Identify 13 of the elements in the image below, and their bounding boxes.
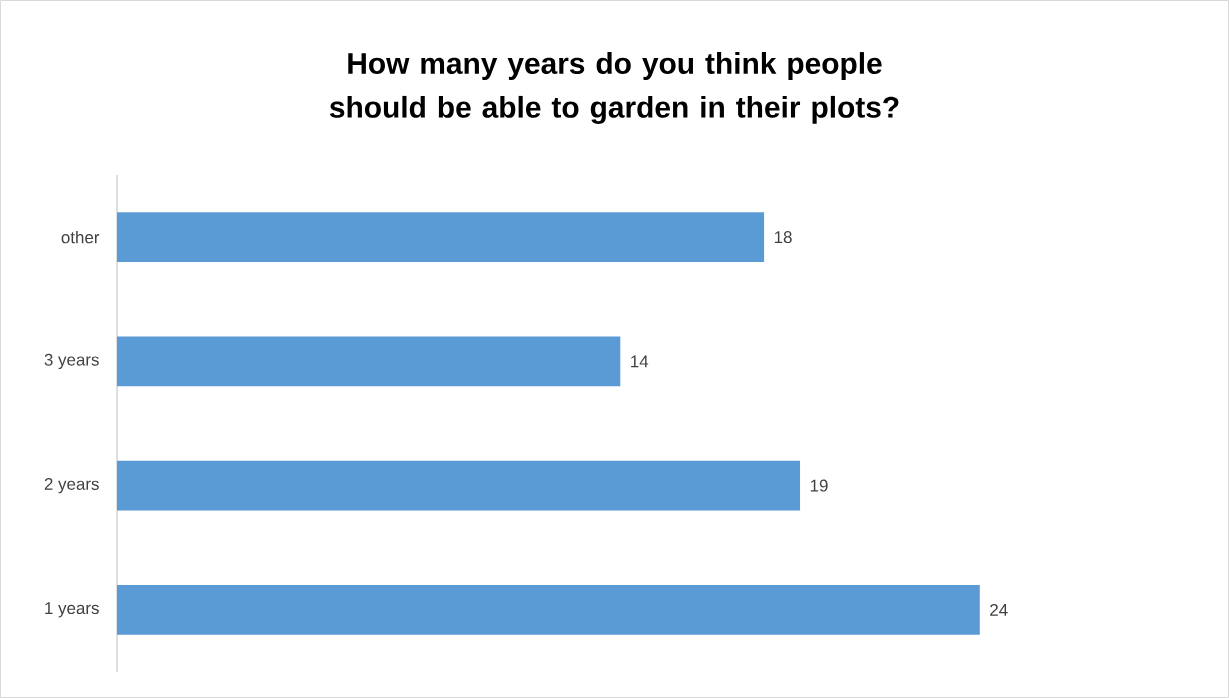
bar [117,336,621,387]
bar [117,212,765,262]
y-tick-label: 1 years [45,602,99,618]
bar [117,585,980,635]
data-label: 18 [774,231,792,244]
y-tick-label: other [61,230,100,244]
bar [117,460,801,511]
y-tick-label: 3 years [44,353,99,370]
data-label: 14 [631,355,649,368]
data-label: 24 [990,603,1008,616]
data-label: 19 [810,479,828,492]
y-tick-label: 2 years [44,477,99,494]
chart-title: How many years do you think people should be able to garden in their plots? [329,52,899,124]
